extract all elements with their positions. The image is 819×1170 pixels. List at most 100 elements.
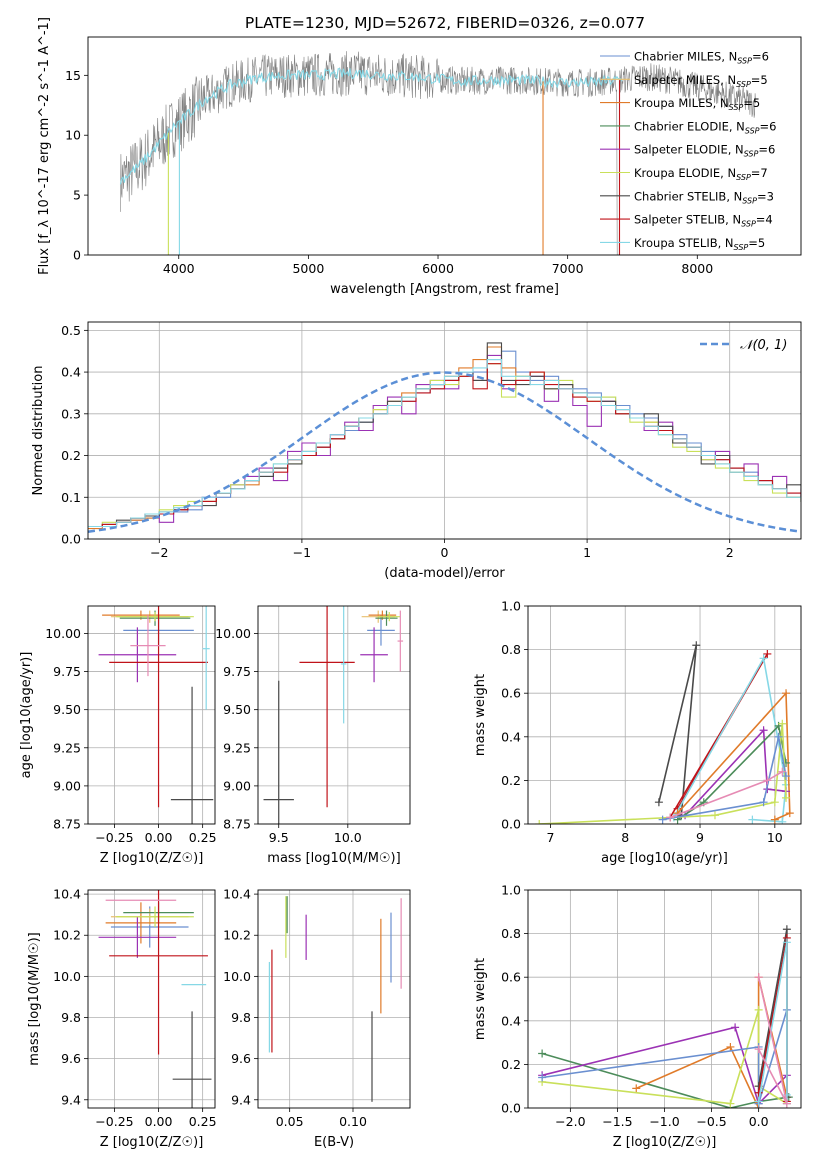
y-tick-label: 9.25 xyxy=(53,740,81,755)
y-tick-label: 10.0 xyxy=(223,969,251,984)
y-tick-label: 9.75 xyxy=(53,664,81,679)
weight-marker xyxy=(726,1042,735,1051)
legend-entry: Salpeter STELIB, NSSP=4 xyxy=(600,213,773,229)
y-tick-label: 0.2 xyxy=(501,773,521,788)
weight-marker xyxy=(782,793,791,802)
panel-mass-vs-EBV: 0.05 0.10 9.4 9.6 9.8 10.0 10.2 10.4 E(B-V) xyxy=(223,887,411,1150)
y-tick-label: 0.2 xyxy=(61,448,81,463)
y-axis-label: Flux [f_λ 10^-17 erg cm^-2 s^-1 A^-1] xyxy=(37,17,52,275)
weight-marker xyxy=(778,817,787,824)
error-point xyxy=(202,606,210,710)
panel-massweight-vs-Z: −2.0 −1.5 −1.0 −0.5 0.0 0.0 0.2 0.4 0.6 0.8 1.0 Z [… xyxy=(473,883,802,1150)
y-tick-label: 0.8 xyxy=(501,926,521,941)
weight-marker xyxy=(535,820,544,824)
y-tick-label: 9.50 xyxy=(53,702,81,717)
error-point xyxy=(105,902,177,944)
weight-series xyxy=(658,645,698,816)
axes-frame xyxy=(87,36,802,256)
error-point xyxy=(172,1011,212,1108)
y-tick-label: 0.4 xyxy=(501,729,521,744)
legend-label: Kroupa ELODIE, NSSP=7 xyxy=(634,166,768,182)
hist-series xyxy=(88,359,801,528)
weight-series xyxy=(539,723,787,824)
x-tick-label: −0.25 xyxy=(95,830,133,845)
weight-marker xyxy=(774,732,783,741)
weight-marker xyxy=(692,641,701,650)
y-tick-label: 9.6 xyxy=(231,1051,251,1066)
panel-residuals: −2 −1 0 1 2 0.0 0.1 0.2 0.3 0.4 0.5 (data-model)/er… xyxy=(31,321,802,581)
y-tick-label: 10.00 xyxy=(45,626,81,641)
error-point xyxy=(130,615,166,677)
model-spectrum xyxy=(119,68,623,185)
y-axis-label: mass [log10(M/M☉)] xyxy=(27,932,42,1065)
error-point xyxy=(109,606,208,808)
legend-label: Chabrier ELODIE, NSSP=6 xyxy=(634,119,776,135)
x-tick-label: −2 xyxy=(150,545,168,560)
x-axis-label: Z [log10(Z/Z☉)] xyxy=(100,1135,204,1150)
weight-marker xyxy=(782,938,791,947)
y-tick-label: 9.8 xyxy=(231,1010,251,1025)
legend-entry: Chabrier ELODIE, NSSP=6 xyxy=(600,119,776,135)
weight-series xyxy=(541,1009,788,1104)
weight-series xyxy=(757,942,788,1104)
x-tick-label: 5000 xyxy=(292,261,324,276)
panel-age-vs-Z: −0.25 0.00 0.25 8.75 9.00 9.25 9.50 9.75 10.00 Z … xyxy=(19,605,217,866)
y-tick-label: 10 xyxy=(65,128,81,143)
weight-series xyxy=(673,655,787,823)
y-tick-label: 0.0 xyxy=(501,817,521,832)
weight-marker xyxy=(754,1005,763,1014)
y-tick-label: 9.6 xyxy=(61,1051,81,1066)
y-tick-label: 8.75 xyxy=(53,817,81,832)
y-tick-label: 10.0 xyxy=(53,969,81,984)
y-tick-label: 0.5 xyxy=(61,323,81,338)
weight-series xyxy=(677,691,791,821)
axes-frame xyxy=(87,605,216,825)
error-point xyxy=(299,606,355,808)
y-tick-label: 9.50 xyxy=(223,702,251,717)
x-axis-label: (data-model)/error xyxy=(384,566,505,581)
weight-marker xyxy=(538,1073,547,1082)
legend-label: Chabrier STELIB, NSSP=3 xyxy=(634,189,774,205)
x-tick-label: 0.00 xyxy=(145,830,173,845)
y-axis-label: age [log10(age/yr)] xyxy=(19,652,34,779)
y-tick-label: 9.25 xyxy=(223,740,251,755)
y-tick-label: 1.0 xyxy=(501,599,521,614)
weight-marker xyxy=(759,726,768,735)
weight-series xyxy=(662,736,787,821)
error-point xyxy=(263,680,294,824)
axes-frame xyxy=(87,321,802,540)
y-tick-label: 0.6 xyxy=(501,686,521,701)
figure-title: PLATE=1230, MJD=52672, FIBERID=0326, z=0… xyxy=(245,14,645,32)
weight-series xyxy=(541,1052,789,1108)
weight-marker xyxy=(658,815,667,824)
y-tick-label: 9.4 xyxy=(231,1092,251,1107)
x-tick-label: 0.25 xyxy=(189,1114,217,1129)
legend-label: 𝒩(0, 1) xyxy=(740,338,787,353)
x-axis-label: age [log10(age/yr)] xyxy=(601,851,728,866)
x-tick-label: 7000 xyxy=(552,261,584,276)
weight-marker xyxy=(754,1045,763,1054)
panel-spectrum: 4000 5000 6000 7000 8000 0 5 10 15 wavelength [An… xyxy=(37,17,802,297)
weight-marker xyxy=(770,798,779,807)
panel-age-vs-mass: 9.5 10.0 8.75 9.00 9.25 9.50 9.75 10.00 mass [lo… xyxy=(215,605,411,866)
axes-frame xyxy=(257,889,411,1109)
error-point xyxy=(98,627,177,683)
x-tick-label: 8 xyxy=(621,830,629,845)
error-point xyxy=(98,916,177,958)
weight-marker xyxy=(778,767,787,776)
weight-marker xyxy=(763,776,772,785)
y-tick-label: 0.6 xyxy=(501,970,521,985)
y-tick-label: 9.75 xyxy=(223,664,251,679)
x-tick-label: 0 xyxy=(441,545,449,560)
x-tick-label: 6000 xyxy=(422,261,454,276)
x-axis-label: E(B-V) xyxy=(314,1135,354,1150)
weight-marker xyxy=(763,649,772,658)
x-tick-label: 0.00 xyxy=(145,1114,173,1129)
weight-marker xyxy=(785,809,794,818)
legend-entry: Salpeter MILES, NSSP=5 xyxy=(600,73,768,89)
x-tick-label: 2 xyxy=(726,545,734,560)
hist-series xyxy=(88,350,801,528)
x-axis-label: mass [log10(M/M☉)] xyxy=(267,851,400,866)
legend-label: Salpeter ELODIE, NSSP=6 xyxy=(634,143,775,159)
error-point xyxy=(109,890,208,1055)
